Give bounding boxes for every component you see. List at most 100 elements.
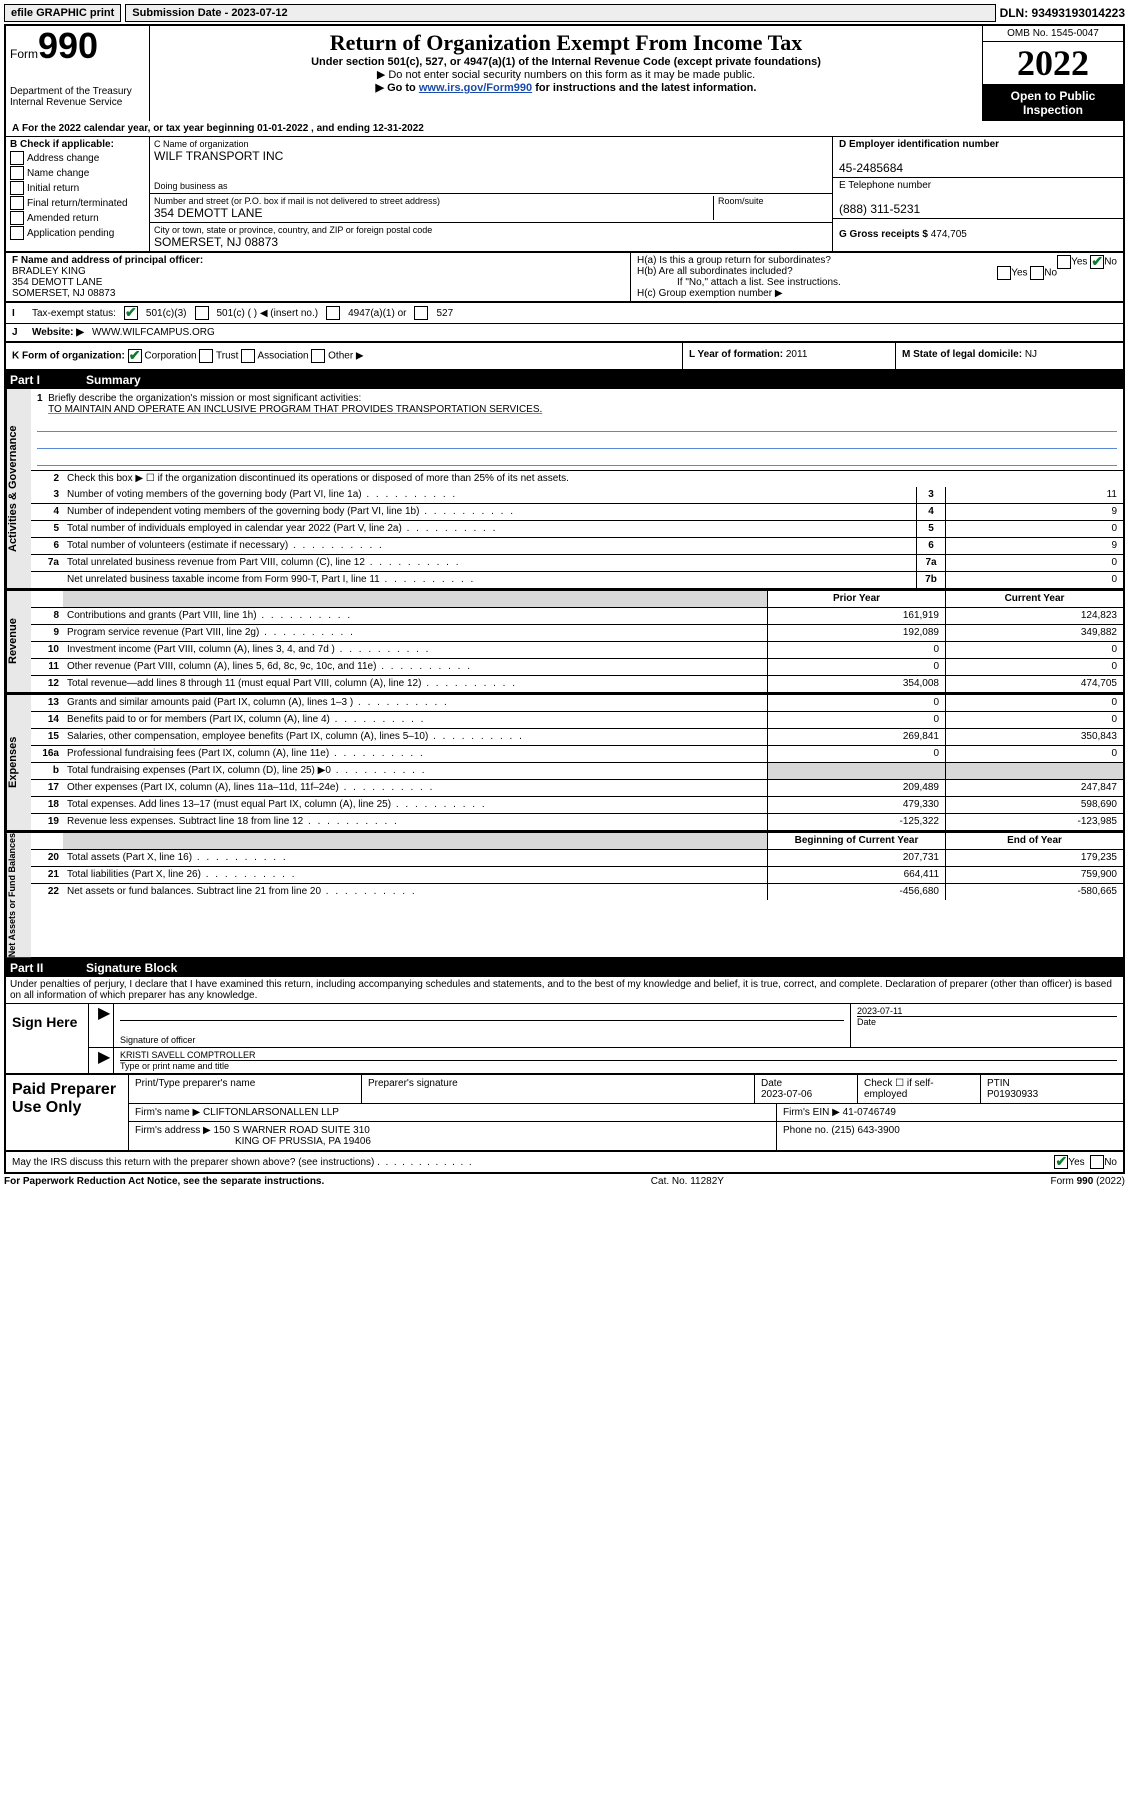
- chk-527[interactable]: [414, 306, 428, 320]
- arrow-icon-2: ▶: [95, 1049, 113, 1066]
- website: WWW.WILFCAMPUS.ORG: [92, 327, 215, 338]
- firm-name: CLIFTONLARSONALLEN LLP: [203, 1107, 339, 1118]
- chk-other[interactable]: [311, 349, 325, 363]
- addr-label: Number and street (or P.O. box if mail i…: [154, 196, 440, 206]
- b-item-1: Name change: [27, 168, 89, 179]
- part1-header: Part I Summary: [4, 371, 1125, 389]
- table-row: bTotal fundraising expenses (Part IX, co…: [31, 763, 1123, 780]
- band-exp: Expenses: [6, 695, 31, 830]
- table-row: 11Other revenue (Part VIII, column (A), …: [31, 659, 1123, 676]
- f-label: F Name and address of principal officer:: [12, 255, 203, 266]
- chk-address-change[interactable]: [10, 151, 24, 165]
- firm-ein: 41-0746749: [843, 1107, 896, 1118]
- footer-left: For Paperwork Reduction Act Notice, see …: [4, 1176, 324, 1187]
- ha-no[interactable]: [1090, 255, 1104, 269]
- sig-date-label: Date: [857, 1017, 876, 1027]
- part1-pt: Part I: [10, 373, 70, 387]
- header-sub3: ▶ Go to www.irs.gov/Form990 for instruct…: [154, 81, 978, 94]
- mission-text: TO MAINTAIN AND OPERATE AN INCLUSIVE PRO…: [48, 404, 542, 415]
- table-row: 14Benefits paid to or for members (Part …: [31, 712, 1123, 729]
- firm-phone-label: Phone no.: [783, 1125, 829, 1136]
- chk-amended[interactable]: [10, 211, 24, 225]
- chk-501c3[interactable]: [124, 306, 138, 320]
- section-i-j: I Tax-exempt status: 501(c)(3) 501(c) ( …: [4, 303, 1125, 343]
- tax-year: 2022: [983, 42, 1123, 85]
- table-row: 7aTotal unrelated business revenue from …: [31, 555, 1123, 572]
- topbar: efile GRAPHIC print Submission Date - 20…: [4, 4, 1125, 22]
- may-no[interactable]: [1090, 1155, 1104, 1169]
- chk-trust[interactable]: [199, 349, 213, 363]
- hb-yes[interactable]: [997, 266, 1011, 280]
- table-row: 19Revenue less expenses. Subtract line 1…: [31, 814, 1123, 830]
- ha-label: H(a) Is this a group return for subordin…: [637, 255, 831, 266]
- firm-name-label: Firm's name ▶: [135, 1107, 200, 1118]
- table-row: 17Other expenses (Part IX, column (A), l…: [31, 780, 1123, 797]
- section-b-to-g: B Check if applicable: Address change Na…: [4, 136, 1125, 253]
- dln: DLN: 93493193014223: [1000, 6, 1125, 20]
- chk-corporation[interactable]: [128, 349, 142, 363]
- chk-association[interactable]: [241, 349, 255, 363]
- may-yes[interactable]: [1054, 1155, 1068, 1169]
- prep-sig-label: Preparer's signature: [362, 1075, 755, 1103]
- city-label: City or town, state or province, country…: [154, 225, 432, 235]
- band-rev: Revenue: [6, 591, 31, 692]
- prep-name-label: Print/Type preparer's name: [129, 1075, 362, 1103]
- no-label-2: No: [1044, 268, 1057, 279]
- chk-application-pending[interactable]: [10, 226, 24, 240]
- chk-initial-return[interactable]: [10, 181, 24, 195]
- table-row: 22Net assets or fund balances. Subtract …: [31, 884, 1123, 900]
- sig-date-val: 2023-07-11: [857, 1006, 902, 1016]
- b-item-5: Application pending: [27, 228, 114, 239]
- head-begin: Beginning of Current Year: [767, 833, 945, 849]
- ptin: P01930933: [987, 1089, 1038, 1100]
- hb-no[interactable]: [1030, 266, 1044, 280]
- i-501c: 501(c) ( ) ◀ (insert no.): [217, 308, 319, 319]
- prep-date: 2023-07-06: [761, 1089, 812, 1100]
- sign-here-label: Sign Here: [6, 1004, 88, 1073]
- chk-name-change[interactable]: [10, 166, 24, 180]
- head-current: Current Year: [945, 591, 1123, 607]
- d-label: D Employer identification number: [839, 139, 999, 150]
- line-a: A For the 2022 calendar year, or tax yea…: [4, 121, 1125, 136]
- head-end: End of Year: [945, 833, 1123, 849]
- table-row: 18Total expenses. Add lines 13–17 (must …: [31, 797, 1123, 814]
- dba-label: Doing business as: [154, 181, 228, 191]
- form-number: 990: [38, 25, 98, 66]
- header-center: Return of Organization Exempt From Incom…: [150, 26, 982, 121]
- k-trust: Trust: [216, 351, 238, 362]
- gross-receipts: 474,705: [931, 229, 967, 240]
- irs-link[interactable]: www.irs.gov/Form990: [419, 82, 532, 94]
- line2: Check this box ▶ ☐ if the organization d…: [63, 471, 1123, 487]
- section-f-h: F Name and address of principal officer:…: [4, 253, 1125, 303]
- form-label: Form: [10, 47, 38, 61]
- form-title: Return of Organization Exempt From Incom…: [154, 30, 978, 56]
- chk-4947[interactable]: [326, 306, 340, 320]
- chk-final-return[interactable]: [10, 196, 24, 210]
- sig-name: KRISTI SAVELL COMPTROLLER: [120, 1050, 256, 1060]
- dept-label: Department of the Treasury Internal Reve…: [10, 86, 145, 108]
- header-sub1: Under section 501(c), 527, or 4947(a)(1)…: [154, 56, 978, 68]
- arrow-icon: ▶: [95, 1005, 113, 1022]
- footer: For Paperwork Reduction Act Notice, see …: [4, 1174, 1125, 1189]
- table-row: 15Salaries, other compensation, employee…: [31, 729, 1123, 746]
- k-label: K Form of organization:: [12, 351, 125, 362]
- chk-501c[interactable]: [195, 306, 209, 320]
- sub3-post: for instructions and the latest informat…: [532, 82, 756, 94]
- table-row: 12Total revenue—add lines 8 through 11 (…: [31, 676, 1123, 692]
- firm-addr1: 150 S WARNER ROAD SUITE 310: [214, 1125, 370, 1136]
- efile-button[interactable]: efile GRAPHIC print: [4, 4, 121, 22]
- band-ag: Activities & Governance: [6, 389, 31, 588]
- ptin-label: PTIN: [987, 1078, 1010, 1089]
- ha-yes[interactable]: [1057, 255, 1071, 269]
- row-k-l-m: K Form of organization: Corporation Trus…: [4, 343, 1125, 371]
- footer-right: Form 990 (2022): [1051, 1176, 1125, 1187]
- section-h: H(a) Is this a group return for subordin…: [630, 253, 1123, 301]
- table-row: 21Total liabilities (Part X, line 26)664…: [31, 867, 1123, 884]
- i-501c3: 501(c)(3): [146, 308, 187, 319]
- b-item-0: Address change: [27, 153, 99, 164]
- form-id-block: Form990 Department of the Treasury Inter…: [6, 26, 150, 121]
- may-discuss-text: May the IRS discuss this return with the…: [12, 1157, 374, 1168]
- i-label: Tax-exempt status:: [32, 308, 116, 319]
- k-other: Other ▶: [328, 351, 363, 362]
- prep-check: Check ☐ if self-employed: [858, 1075, 981, 1103]
